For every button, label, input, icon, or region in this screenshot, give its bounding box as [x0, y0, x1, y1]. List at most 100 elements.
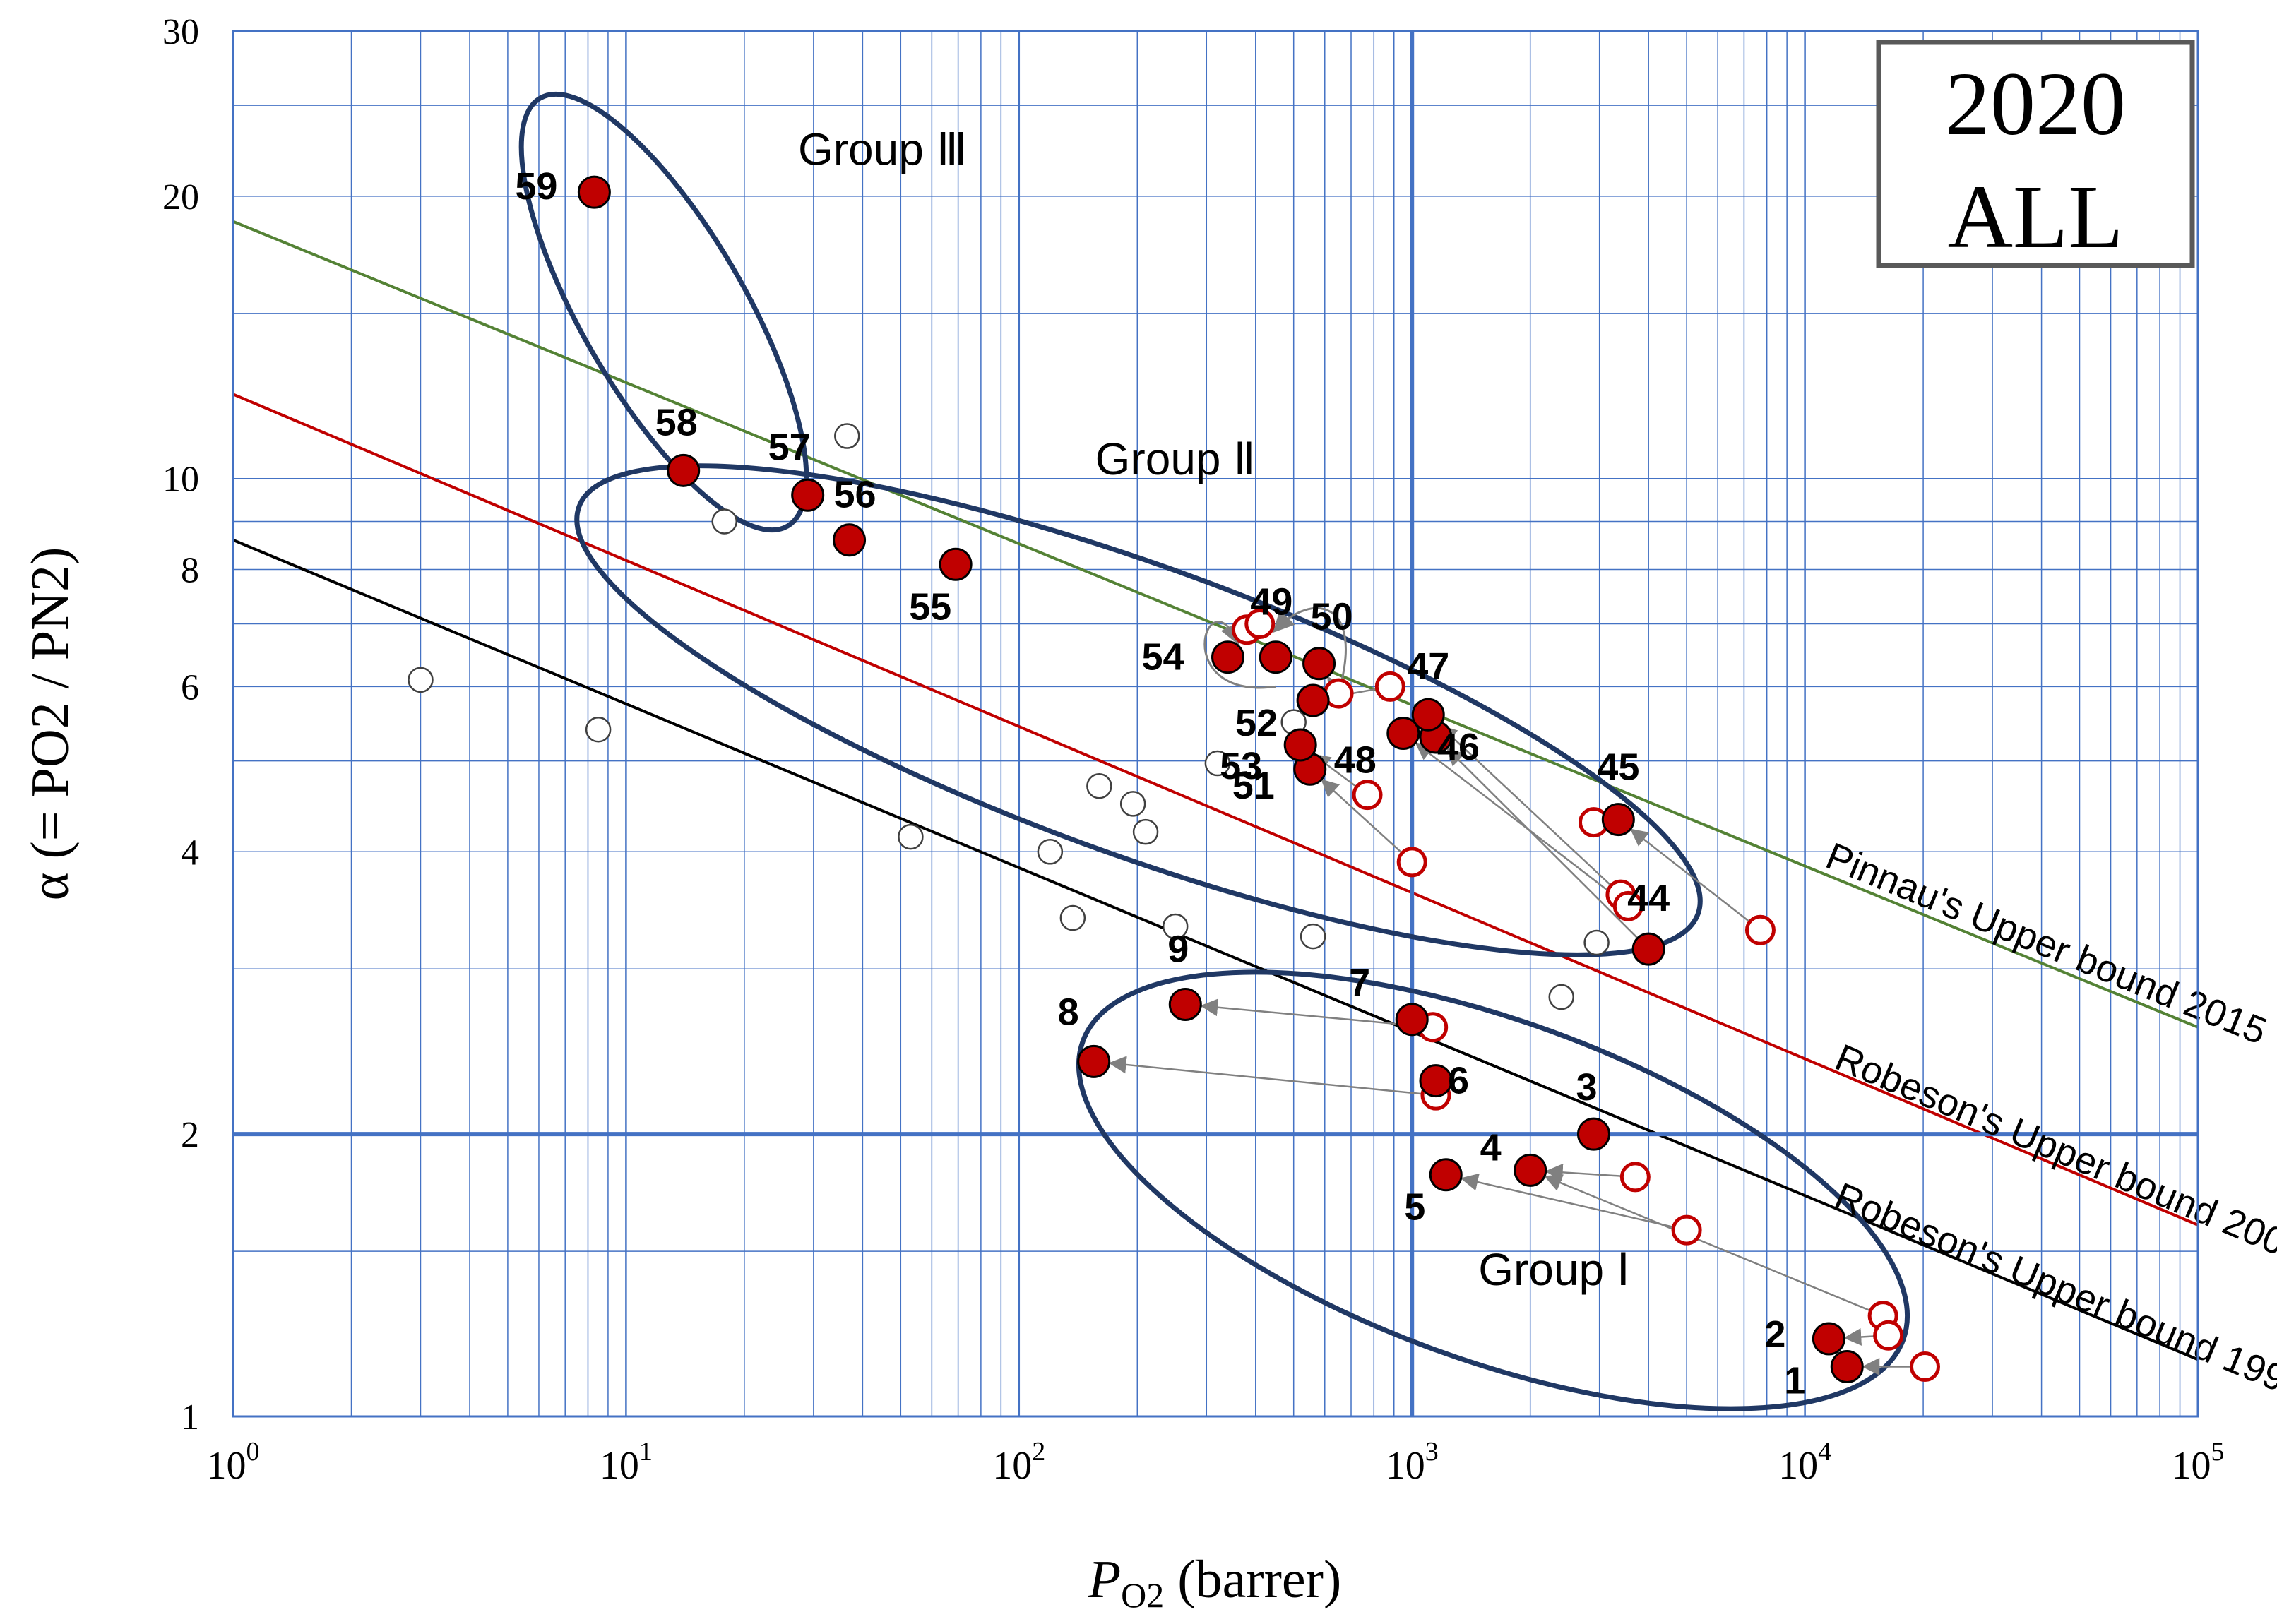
- point-other: [1162, 913, 1189, 940]
- point-label-59: 59: [515, 165, 557, 208]
- y-tick-label: 1: [181, 1397, 199, 1438]
- point-before: [1909, 1351, 1940, 1382]
- point-other: [1059, 904, 1086, 931]
- x-tick-label: 103: [1386, 1437, 1439, 1488]
- point-after: [1077, 1044, 1111, 1078]
- group-label-2: Group Ⅱ: [1095, 434, 1256, 484]
- point-before: [1352, 780, 1383, 811]
- point-label-3: 3: [1576, 1066, 1597, 1109]
- point-other: [834, 423, 860, 449]
- badge-line-2: ALL: [1948, 167, 2124, 267]
- point-label-1: 1: [1784, 1359, 1805, 1402]
- x-tick-label: 102: [992, 1437, 1045, 1488]
- point-label-48: 48: [1334, 739, 1377, 782]
- point-label-44: 44: [1627, 877, 1670, 919]
- point-after: [1812, 1322, 1845, 1356]
- point-after: [1514, 1153, 1547, 1187]
- point-after: [1411, 698, 1445, 732]
- shift-arrow: [1446, 747, 1658, 959]
- point-label-52: 52: [1235, 702, 1278, 744]
- point-label-46: 46: [1437, 726, 1480, 768]
- point-after: [1283, 728, 1317, 762]
- point-label-51: 51: [1232, 765, 1275, 807]
- upper-bound-label-1: Pinnau's Upper bound 2015: [1820, 835, 2273, 1053]
- x-tick-label: 100: [207, 1437, 260, 1488]
- group-label-1: Group Ⅰ: [1478, 1244, 1630, 1295]
- point-other: [1037, 839, 1064, 865]
- loop-arrow: [1273, 607, 1347, 694]
- point-before: [1744, 914, 1776, 945]
- point-after: [1601, 803, 1635, 837]
- point-after: [1168, 987, 1202, 1021]
- point-after: [1830, 1349, 1864, 1383]
- point-other: [585, 716, 612, 743]
- y-tick-label: 4: [181, 832, 199, 873]
- group-2-ellipse: [574, 463, 1703, 957]
- point-before: [1374, 671, 1405, 702]
- shift-arrow: [1108, 1056, 1449, 1098]
- y-tick-label: 8: [181, 550, 199, 590]
- point-before: [1396, 847, 1427, 878]
- point-other: [1548, 984, 1574, 1010]
- point-label-2: 2: [1764, 1313, 1785, 1356]
- data-points: [408, 175, 1940, 1383]
- point-after: [1576, 1117, 1610, 1151]
- point-before: [1612, 890, 1643, 921]
- y-tick-label: 30: [162, 12, 199, 52]
- shift-arrow: [1544, 1174, 1896, 1322]
- point-after: [1631, 932, 1665, 966]
- point-after: [833, 523, 867, 557]
- point-other: [898, 823, 924, 850]
- point-other: [1132, 818, 1159, 845]
- point-before: [1244, 608, 1276, 639]
- upper-bound-line-2: [232, 393, 2199, 1226]
- axis-titles: PO2 (barrer) α (= PO2 / PN2): [20, 547, 1341, 1615]
- year-badge: 2020 ALL: [1876, 40, 2195, 268]
- point-label-56: 56: [834, 474, 876, 516]
- point-other: [1204, 750, 1231, 777]
- badge-frame: [1876, 40, 2195, 268]
- y-tick-label: 20: [162, 177, 199, 217]
- point-label-55: 55: [909, 585, 951, 628]
- point-label-8: 8: [1058, 991, 1079, 1033]
- point-other: [1300, 923, 1326, 950]
- point-label-50: 50: [1311, 596, 1353, 638]
- point-before: [1671, 1214, 1702, 1246]
- point-after: [1296, 683, 1330, 717]
- point-after: [577, 175, 611, 209]
- point-after: [939, 547, 973, 581]
- loop-arrow: [1203, 621, 1276, 689]
- point-label-7: 7: [1349, 962, 1370, 1004]
- point-other: [1583, 929, 1610, 956]
- upper-bound-line-1: [232, 220, 2199, 1029]
- point-label-49: 49: [1250, 581, 1292, 623]
- group-label-3: Group Ⅲ: [798, 124, 968, 174]
- point-label-5: 5: [1404, 1186, 1425, 1229]
- point-other: [1086, 773, 1112, 799]
- point-other: [1119, 791, 1146, 817]
- point-after: [1429, 1158, 1463, 1192]
- group-1-ellipse: [1076, 969, 1910, 1411]
- point-label-9: 9: [1167, 928, 1189, 970]
- y-axis-title: α (= PO2 / PN2): [20, 547, 80, 901]
- point-label-53: 53: [1220, 745, 1262, 787]
- shift-arrow: [1460, 1173, 1699, 1234]
- badge-line-1: 2020: [1945, 54, 2126, 154]
- x-axis-title: PO2 (barrer): [1088, 1550, 1342, 1615]
- shift-arrow: [1415, 742, 1639, 915]
- point-label-4: 4: [1480, 1126, 1502, 1169]
- point-label-47: 47: [1407, 645, 1449, 688]
- point-label-6: 6: [1448, 1060, 1469, 1102]
- point-after: [1302, 647, 1336, 681]
- y-tick-label: 2: [181, 1115, 199, 1155]
- shift-arrow: [1439, 724, 1631, 904]
- point-before: [1873, 1320, 1904, 1351]
- shift-arrow: [1629, 828, 1771, 939]
- point-label-45: 45: [1597, 746, 1639, 789]
- point-after: [667, 453, 701, 487]
- point-other: [408, 667, 434, 693]
- point-after: [1259, 640, 1292, 674]
- x-tick-label: 105: [2172, 1437, 2225, 1488]
